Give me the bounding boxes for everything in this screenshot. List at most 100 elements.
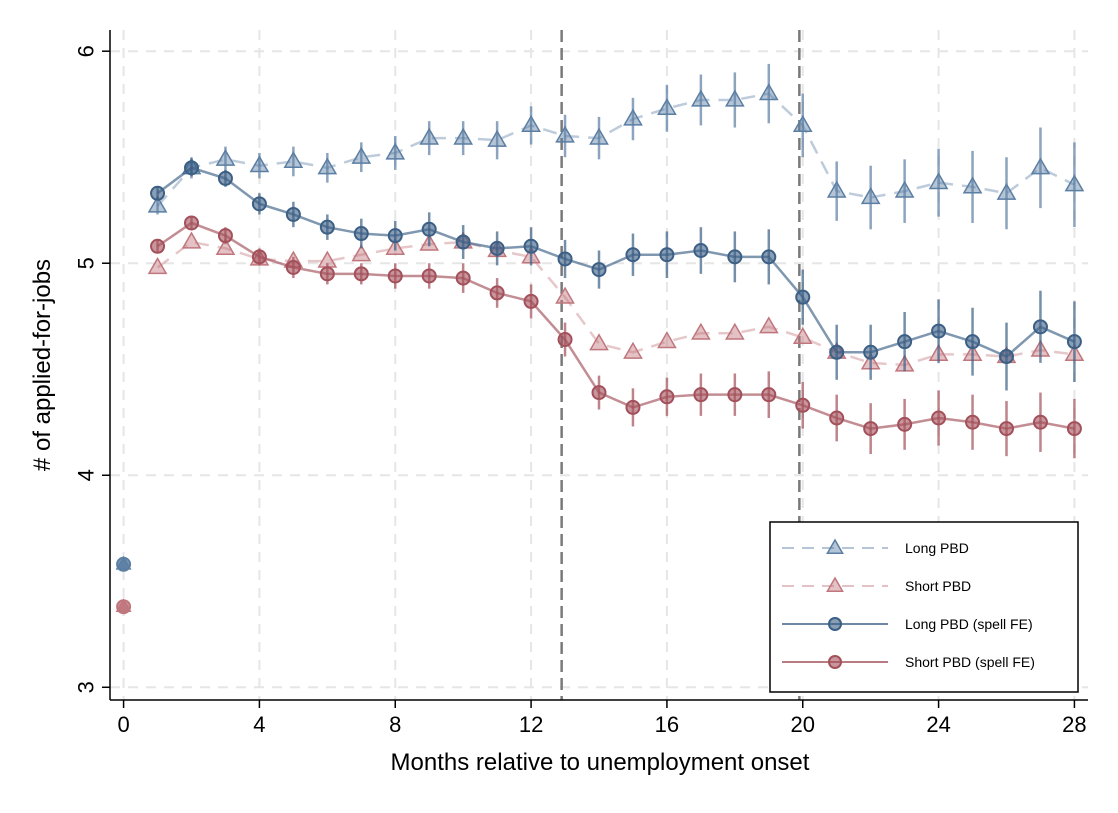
data-point (965, 334, 981, 350)
baseline-point (115, 555, 132, 570)
data-point (758, 83, 779, 101)
data-point (625, 399, 641, 415)
data-point (724, 322, 745, 340)
data-point (1032, 319, 1048, 335)
data-point (489, 240, 505, 256)
data-point (724, 89, 745, 107)
data-point (863, 344, 879, 360)
data-point (184, 215, 199, 231)
data-point (623, 108, 643, 126)
legend: Long PBD Short PBD Long PBD (spell FE) Shor… (769, 521, 1079, 693)
data-point (351, 244, 372, 262)
data-point (147, 195, 168, 213)
data-point (150, 238, 166, 254)
series-short-pbd-spell-fe (150, 215, 1082, 459)
data-point (285, 259, 301, 275)
data-point (659, 389, 675, 405)
data-point (215, 237, 236, 255)
data-point (387, 228, 403, 244)
x-axis-title: Months relative to unemployment onset (391, 749, 810, 776)
data-point (693, 387, 709, 403)
data-point (795, 397, 811, 413)
data-point (591, 262, 607, 278)
data-point (999, 421, 1014, 437)
y-tick-label: 4 (74, 469, 99, 481)
x-tick-label: 12 (519, 712, 543, 737)
data-point (657, 331, 677, 349)
data-point (523, 238, 539, 254)
legend-label: Long PBD (spell FE) (905, 616, 1033, 632)
series-line (156, 92, 1075, 207)
legend-marker (828, 617, 842, 631)
legend-marker (826, 538, 844, 554)
data-point (659, 247, 675, 263)
data-point (521, 114, 541, 133)
axes: 0 4 8 12 16 20 24 28 3 4 5 6 (74, 30, 1088, 737)
data-point (1064, 174, 1085, 192)
data-point (249, 155, 270, 173)
data-point (455, 270, 471, 286)
data-point (931, 323, 947, 339)
data-point (489, 285, 505, 301)
data-point (691, 322, 711, 340)
data-point (826, 180, 847, 198)
data-point (860, 186, 881, 205)
data-point (523, 293, 539, 309)
series-long-pbd-spell-fe (150, 159, 1082, 391)
x-tick-label: 28 (1062, 712, 1086, 737)
y-tick-label: 6 (74, 45, 99, 57)
data-point (455, 234, 471, 250)
data-point (217, 228, 233, 244)
data-point (727, 249, 743, 265)
data-point (319, 219, 335, 235)
data-point (625, 247, 641, 263)
data-point (792, 114, 813, 133)
data-point (184, 160, 199, 176)
data-point (589, 333, 609, 351)
data-point (693, 243, 709, 259)
data-point (591, 385, 607, 401)
data-point (285, 206, 301, 222)
series-line (156, 166, 1075, 358)
legend-label: Short PBD (905, 578, 971, 594)
legend-label: Long PBD (905, 540, 969, 556)
data-point (283, 150, 304, 169)
data-point (962, 176, 983, 194)
baseline-point (115, 598, 132, 613)
data-point (1030, 157, 1051, 175)
data-point (353, 226, 369, 242)
data-point (657, 97, 677, 116)
series (115, 63, 1085, 615)
data-point (928, 172, 949, 190)
data-point (181, 231, 202, 249)
data-point (555, 286, 575, 304)
x-tick-label: 16 (655, 712, 679, 737)
data-point (421, 221, 437, 237)
data-point (999, 349, 1014, 365)
data-point (319, 266, 335, 282)
series-line (156, 240, 1075, 367)
data-point (353, 266, 369, 282)
x-tick-label: 20 (791, 712, 815, 737)
data-point (487, 129, 507, 147)
data-point (897, 416, 913, 432)
data-point (385, 142, 406, 160)
data-point (1066, 421, 1082, 437)
data-point (215, 148, 236, 166)
data-point (792, 326, 813, 345)
data-point (996, 182, 1017, 200)
data-point (623, 341, 643, 359)
data-point (251, 249, 267, 265)
data-point (217, 170, 233, 186)
data-point (758, 316, 779, 334)
data-point (317, 157, 338, 175)
data-point (351, 146, 372, 164)
legend-label: Short PBD (spell FE) (905, 654, 1035, 670)
data-point (150, 185, 166, 201)
data-point (829, 410, 845, 426)
legend-marker (826, 576, 844, 592)
reference-lines (560, 30, 801, 700)
y-tick-label: 3 (74, 681, 99, 693)
data-point (555, 125, 575, 143)
